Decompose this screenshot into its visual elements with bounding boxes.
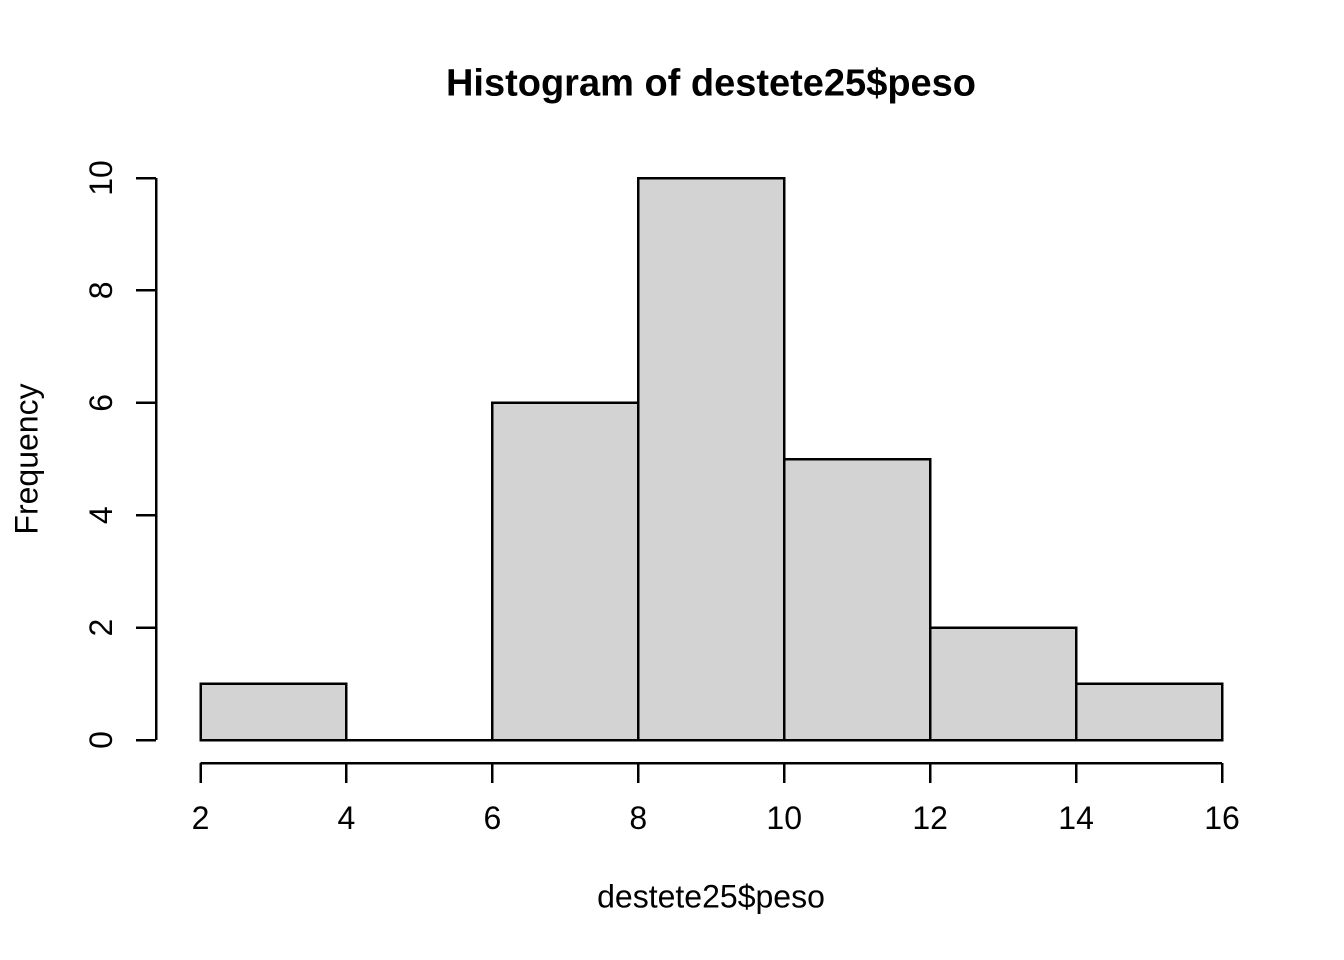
x-tick-label: 16 <box>1204 800 1240 836</box>
histogram-bar-8-10 <box>637 176 786 742</box>
histogram-bar-6-8 <box>491 401 640 742</box>
y-tick-label: 4 <box>83 506 119 524</box>
x-tick-label: 8 <box>629 800 647 836</box>
x-tick-label: 14 <box>1058 800 1094 836</box>
x-tick-label: 12 <box>912 800 948 836</box>
y-tick-label: 0 <box>83 731 119 749</box>
histogram-bar-12-14 <box>928 626 1078 742</box>
chart-title: Histogram of destete25$peso <box>445 62 977 105</box>
y-tick-label: 2 <box>83 619 119 637</box>
y-tick-label: 6 <box>83 394 119 412</box>
x-tick-label: 6 <box>483 800 501 836</box>
histogram-bar-14-16 <box>1074 682 1224 742</box>
x-tick-label: 4 <box>338 800 356 836</box>
y-tick-label: 8 <box>83 282 119 300</box>
histogram-bar-2-4 <box>199 682 348 742</box>
x-axis-label: destete25$peso <box>597 878 825 915</box>
x-tick-label: 2 <box>192 800 210 836</box>
histogram-bar-10-12 <box>782 457 932 742</box>
y-tick-label: 10 <box>83 160 119 196</box>
x-tick-label: 10 <box>766 800 802 836</box>
